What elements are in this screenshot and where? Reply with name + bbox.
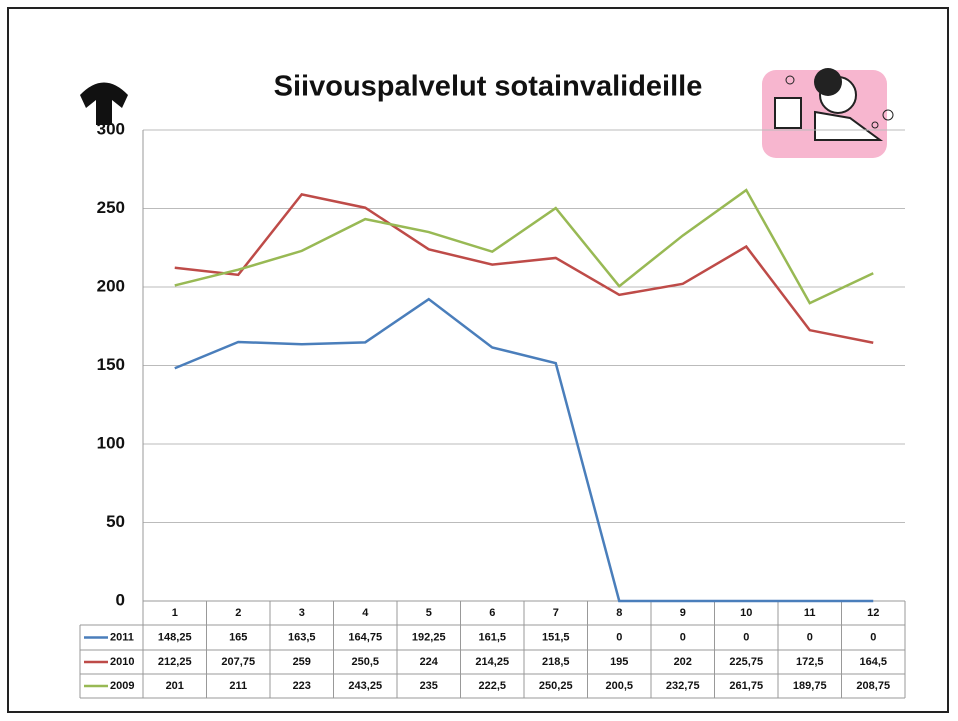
data-label: 164,5 xyxy=(859,656,887,668)
x-tick-label: 2 xyxy=(235,607,241,619)
data-label: 243,25 xyxy=(348,680,382,692)
x-tick-label: 4 xyxy=(362,607,369,619)
data-label: 259 xyxy=(293,656,311,668)
y-tick-label: 200 xyxy=(97,276,125,295)
data-label: 0 xyxy=(870,631,876,643)
data-label: 225,75 xyxy=(729,656,763,668)
data-label: 0 xyxy=(807,631,813,643)
y-tick-label: 100 xyxy=(97,433,125,452)
y-tick-label: 150 xyxy=(97,355,125,374)
data-label: 250,5 xyxy=(351,656,379,668)
x-tick-label: 5 xyxy=(426,607,432,619)
data-label: 250,25 xyxy=(539,680,573,692)
legend-label: 2010 xyxy=(110,656,134,668)
data-label: 261,75 xyxy=(729,680,763,692)
data-label: 163,5 xyxy=(288,631,316,643)
data-label: 172,5 xyxy=(796,656,824,668)
x-tick-label: 8 xyxy=(616,607,622,619)
x-tick-label: 1 xyxy=(172,607,178,619)
data-label: 165 xyxy=(229,631,247,643)
legend-label: 2011 xyxy=(110,631,134,643)
y-tick-label: 0 xyxy=(116,590,125,609)
x-tick-label: 3 xyxy=(299,607,305,619)
data-label: 148,25 xyxy=(158,631,192,643)
data-label: 151,5 xyxy=(542,631,570,643)
x-tick-label: 9 xyxy=(680,607,686,619)
data-label: 223 xyxy=(293,680,311,692)
data-label: 235 xyxy=(420,680,438,692)
data-label: 164,75 xyxy=(348,631,382,643)
data-label: 207,75 xyxy=(221,656,255,668)
data-label: 195 xyxy=(610,656,628,668)
data-label: 232,75 xyxy=(666,680,700,692)
data-label: 224 xyxy=(420,656,439,668)
clip-art xyxy=(762,68,893,158)
data-label: 200,5 xyxy=(605,680,633,692)
data-label: 189,75 xyxy=(793,680,827,692)
data-label: 202 xyxy=(674,656,692,668)
y-tick-label: 300 xyxy=(97,119,125,138)
data-label: 0 xyxy=(743,631,749,643)
x-tick-label: 6 xyxy=(489,607,495,619)
x-tick-label: 7 xyxy=(553,607,559,619)
data-label: 218,5 xyxy=(542,656,570,668)
data-label: 161,5 xyxy=(478,631,506,643)
data-label: 0 xyxy=(616,631,622,643)
data-label: 211 xyxy=(229,680,247,692)
x-tick-label: 11 xyxy=(804,607,816,619)
data-label: 201 xyxy=(166,680,184,692)
y-tick-label: 250 xyxy=(97,198,125,217)
chart: Siivouspalvelut sotainvalideille 0501001… xyxy=(0,0,958,721)
data-label: 214,25 xyxy=(475,656,509,668)
data-label: 212,25 xyxy=(158,656,192,668)
data-label: 222,5 xyxy=(478,680,506,692)
chart-title: Siivouspalvelut sotainvalideille xyxy=(274,71,703,103)
y-tick-label: 50 xyxy=(106,512,125,531)
legend-label: 2009 xyxy=(110,680,134,692)
data-label: 192,25 xyxy=(412,631,446,643)
x-tick-label: 12 xyxy=(867,607,879,619)
data-label: 208,75 xyxy=(856,680,890,692)
data-label: 0 xyxy=(680,631,686,643)
x-tick-label: 10 xyxy=(740,607,752,619)
